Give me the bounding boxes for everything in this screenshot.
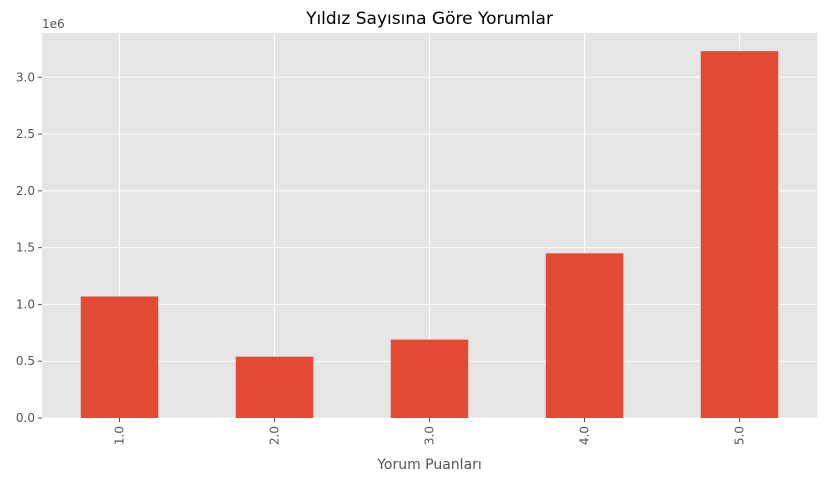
y-offset-label: 1e6 bbox=[42, 17, 65, 31]
y-tick-label: 0.0 bbox=[16, 411, 35, 425]
y-tick-label: 1.0 bbox=[16, 297, 35, 311]
bar-1.0 bbox=[80, 296, 159, 418]
y-tick-label: 0.5 bbox=[16, 354, 35, 368]
x-tick-label: 1.0 bbox=[113, 426, 127, 445]
y-ticks: 0.0 0.5 1.0 1.5 2.0 2.5 3.0 bbox=[16, 70, 42, 425]
y-tick-label: 1.5 bbox=[16, 241, 35, 255]
y-tick-label: 2.0 bbox=[16, 184, 35, 198]
x-ticks: 1.0 2.0 3.0 4.0 5.0 bbox=[113, 418, 747, 445]
x-axis-label: Yorum Puanları bbox=[376, 457, 482, 473]
bar-4.0 bbox=[545, 253, 624, 418]
chart-title: Yıldız Sayısına Göre Yorumlar bbox=[305, 9, 553, 29]
x-tick-label: 4.0 bbox=[578, 426, 592, 445]
x-tick-label: 3.0 bbox=[423, 426, 437, 445]
bars bbox=[80, 51, 779, 419]
x-tick-label: 5.0 bbox=[733, 426, 747, 445]
y-tick-label: 3.0 bbox=[16, 70, 35, 84]
bar-5.0 bbox=[700, 51, 779, 419]
y-tick-label: 2.5 bbox=[16, 127, 35, 141]
bar-3.0 bbox=[390, 339, 469, 418]
x-tick-label: 2.0 bbox=[268, 426, 282, 445]
bar-2.0 bbox=[235, 356, 314, 418]
